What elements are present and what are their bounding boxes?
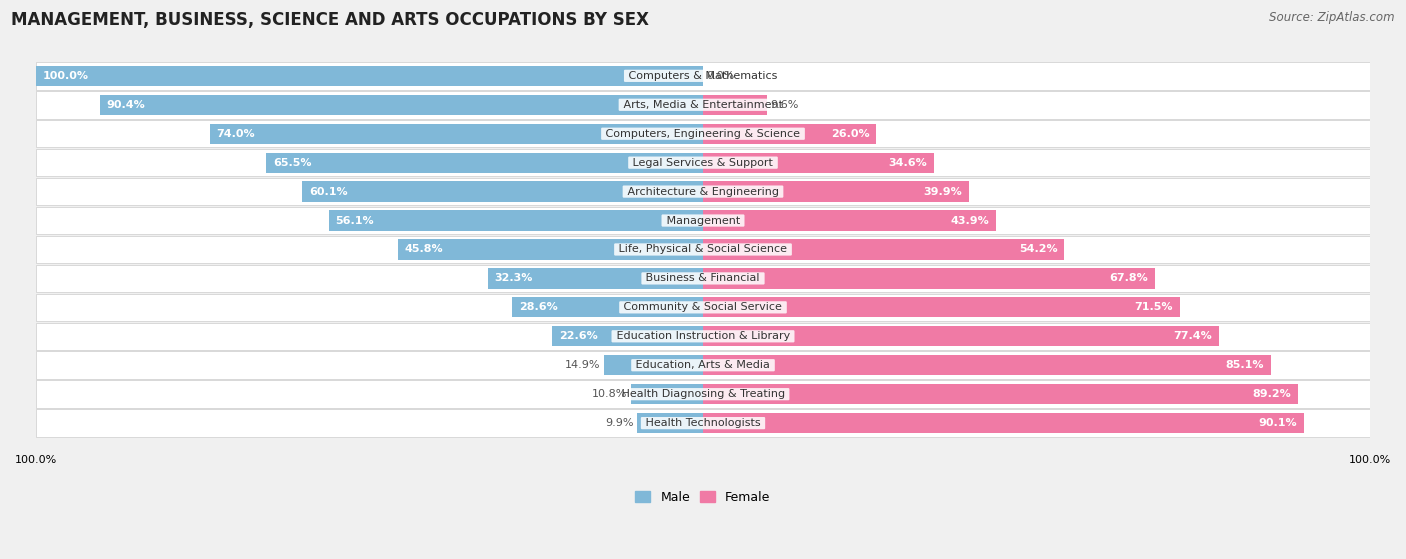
- Text: 9.9%: 9.9%: [605, 418, 634, 428]
- Bar: [703, 413, 1303, 433]
- Text: 71.5%: 71.5%: [1135, 302, 1173, 312]
- Bar: [703, 153, 934, 173]
- Text: Legal Services & Support: Legal Services & Support: [630, 158, 776, 168]
- Bar: [209, 124, 703, 144]
- Text: Computers, Engineering & Science: Computers, Engineering & Science: [602, 129, 804, 139]
- Text: Source: ZipAtlas.com: Source: ZipAtlas.com: [1270, 11, 1395, 24]
- Text: 10.8%: 10.8%: [592, 389, 627, 399]
- Bar: [37, 323, 1369, 350]
- Text: Business & Financial: Business & Financial: [643, 273, 763, 283]
- Bar: [637, 413, 703, 433]
- Bar: [703, 297, 1180, 318]
- Text: Management: Management: [662, 216, 744, 225]
- Bar: [703, 182, 969, 202]
- Bar: [703, 239, 1064, 259]
- Bar: [37, 293, 1369, 321]
- Bar: [703, 124, 876, 144]
- Text: 39.9%: 39.9%: [924, 187, 963, 197]
- Text: 9.6%: 9.6%: [770, 100, 799, 110]
- Text: 90.1%: 90.1%: [1258, 418, 1298, 428]
- Bar: [100, 94, 703, 115]
- Text: 54.2%: 54.2%: [1019, 244, 1057, 254]
- Bar: [703, 355, 1271, 375]
- Text: Arts, Media & Entertainment: Arts, Media & Entertainment: [620, 100, 786, 110]
- Text: 45.8%: 45.8%: [405, 244, 443, 254]
- Text: 67.8%: 67.8%: [1109, 273, 1149, 283]
- Bar: [329, 210, 703, 231]
- Bar: [37, 120, 1369, 148]
- Text: 90.4%: 90.4%: [107, 100, 146, 110]
- Bar: [37, 178, 1369, 205]
- Text: 77.4%: 77.4%: [1174, 331, 1212, 342]
- Bar: [703, 326, 1219, 347]
- Bar: [37, 236, 1369, 263]
- Legend: Male, Female: Male, Female: [630, 486, 776, 509]
- Bar: [631, 384, 703, 404]
- Text: Health Technologists: Health Technologists: [643, 418, 763, 428]
- Bar: [512, 297, 703, 318]
- Bar: [703, 210, 995, 231]
- Bar: [703, 268, 1156, 288]
- Text: Life, Physical & Social Science: Life, Physical & Social Science: [616, 244, 790, 254]
- Text: 74.0%: 74.0%: [217, 129, 254, 139]
- Text: 85.1%: 85.1%: [1226, 360, 1264, 370]
- Bar: [37, 264, 1369, 292]
- Bar: [302, 182, 703, 202]
- Text: 43.9%: 43.9%: [950, 216, 988, 225]
- Text: 22.6%: 22.6%: [560, 331, 598, 342]
- Text: 100.0%: 100.0%: [42, 71, 89, 81]
- Text: Architecture & Engineering: Architecture & Engineering: [624, 187, 782, 197]
- Bar: [398, 239, 703, 259]
- Bar: [488, 268, 703, 288]
- Bar: [553, 326, 703, 347]
- Bar: [266, 153, 703, 173]
- Bar: [603, 355, 703, 375]
- Text: 0.0%: 0.0%: [706, 71, 734, 81]
- Bar: [37, 207, 1369, 234]
- Bar: [703, 384, 1298, 404]
- Bar: [703, 94, 768, 115]
- Text: Health Diagnosing & Treating: Health Diagnosing & Treating: [617, 389, 789, 399]
- Bar: [37, 62, 1369, 89]
- Text: 65.5%: 65.5%: [273, 158, 311, 168]
- Text: 89.2%: 89.2%: [1253, 389, 1291, 399]
- Text: Community & Social Service: Community & Social Service: [620, 302, 786, 312]
- Text: Education, Arts & Media: Education, Arts & Media: [633, 360, 773, 370]
- Text: 60.1%: 60.1%: [309, 187, 347, 197]
- Bar: [37, 66, 703, 86]
- Bar: [37, 149, 1369, 177]
- Text: Education Instruction & Library: Education Instruction & Library: [613, 331, 793, 342]
- Text: Computers & Mathematics: Computers & Mathematics: [626, 71, 780, 81]
- Text: 28.6%: 28.6%: [519, 302, 558, 312]
- Text: 32.3%: 32.3%: [495, 273, 533, 283]
- Text: 34.6%: 34.6%: [889, 158, 927, 168]
- Bar: [37, 91, 1369, 119]
- Bar: [37, 381, 1369, 408]
- Bar: [37, 409, 1369, 437]
- Text: MANAGEMENT, BUSINESS, SCIENCE AND ARTS OCCUPATIONS BY SEX: MANAGEMENT, BUSINESS, SCIENCE AND ARTS O…: [11, 11, 650, 29]
- Text: 56.1%: 56.1%: [336, 216, 374, 225]
- Bar: [37, 352, 1369, 379]
- Text: 26.0%: 26.0%: [831, 129, 870, 139]
- Text: 14.9%: 14.9%: [565, 360, 600, 370]
